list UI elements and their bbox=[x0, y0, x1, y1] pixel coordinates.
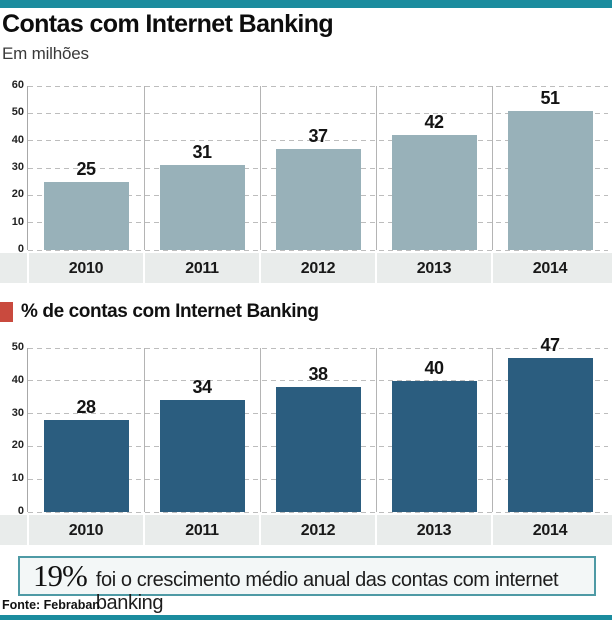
bar-value-label: 38 bbox=[308, 364, 328, 385]
section-separator bbox=[144, 348, 145, 512]
section-separator bbox=[260, 348, 261, 512]
x-axis-label: 2012 bbox=[300, 260, 336, 277]
bar-value-label: 40 bbox=[424, 357, 444, 378]
y-axis-tick-label: 30 bbox=[11, 406, 24, 419]
y-axis-tick-label: 50 bbox=[11, 106, 24, 119]
bottom-accent-bar bbox=[0, 615, 612, 620]
x-axis-label: 2013 bbox=[416, 260, 452, 277]
accounts-millions-bar-chart: 0 10 20 30 40 50 60 25 2010 31 2011 37 2012 42 2013 51 2… bbox=[0, 79, 612, 286]
percent-chart-title: % de contas com Internet Banking bbox=[21, 301, 319, 322]
y-axis-tick-label: 0 bbox=[17, 505, 24, 517]
band-separator bbox=[143, 515, 145, 545]
x-axis-label: 2011 bbox=[185, 522, 219, 539]
y-axis-tick-label: 30 bbox=[11, 161, 24, 173]
band-separator bbox=[27, 253, 29, 283]
band-separator bbox=[259, 253, 261, 283]
gridline bbox=[28, 140, 608, 142]
gridline bbox=[28, 347, 608, 349]
page-title: Contas com Internet Banking bbox=[2, 10, 334, 38]
growth-callout-box: 19% foi o crescimento médio anual das co… bbox=[18, 556, 596, 614]
x-axis-label: 2010 bbox=[68, 260, 104, 277]
band-separator bbox=[259, 515, 261, 545]
band-separator bbox=[27, 515, 29, 545]
x-axis-label: 2010 bbox=[68, 522, 104, 539]
bar bbox=[507, 357, 593, 512]
source-note: Fonte: Febraban bbox=[2, 598, 100, 612]
band-separator bbox=[375, 253, 377, 283]
section-separator bbox=[492, 86, 493, 250]
section-separator bbox=[376, 348, 377, 512]
bar-value-label: 37 bbox=[308, 125, 328, 146]
chart-units-subtitle: Em milhões bbox=[2, 44, 89, 63]
y-axis-tick-label: 10 bbox=[11, 472, 24, 485]
bar bbox=[391, 135, 477, 250]
accounts-percent-bar-chart: 0 10 20 30 40 50 28 2010 34 2011 38 2012 40 2013 47 201… bbox=[0, 335, 612, 548]
bar bbox=[159, 400, 245, 512]
x-axis-label: 2012 bbox=[300, 522, 336, 539]
bar-value-label: 42 bbox=[424, 112, 444, 133]
gridline bbox=[28, 112, 608, 114]
growth-stat-description: foi o crescimento médio anual das contas… bbox=[95, 569, 559, 614]
bar bbox=[391, 380, 477, 512]
bar bbox=[159, 165, 245, 250]
y-axis-line bbox=[27, 86, 28, 250]
gridline bbox=[28, 249, 608, 251]
band-separator bbox=[143, 253, 145, 283]
band-separator bbox=[375, 515, 377, 545]
x-axis-label: 2014 bbox=[532, 260, 568, 277]
bar-value-label: 31 bbox=[192, 142, 212, 163]
legend-red-swatch bbox=[0, 302, 13, 322]
bar bbox=[43, 420, 129, 512]
y-axis-tick-label: 10 bbox=[11, 215, 24, 228]
x-axis-label: 2014 bbox=[532, 522, 568, 539]
y-axis-tick-label: 60 bbox=[11, 79, 24, 91]
y-axis-tick-label: 0 bbox=[17, 243, 24, 255]
gridline bbox=[28, 511, 608, 513]
bar bbox=[43, 181, 129, 250]
y-axis-tick-label: 50 bbox=[11, 341, 24, 353]
band-separator bbox=[491, 515, 493, 545]
band-separator bbox=[491, 253, 493, 283]
bar-value-label: 25 bbox=[76, 158, 96, 179]
section-separator bbox=[144, 86, 145, 250]
bar-value-label: 51 bbox=[540, 87, 560, 108]
top-accent-bar bbox=[0, 0, 612, 8]
bar-value-label: 28 bbox=[76, 397, 96, 418]
growth-stat: 19% bbox=[33, 558, 88, 593]
x-axis-band bbox=[0, 515, 612, 545]
bar bbox=[507, 110, 593, 250]
bar-value-label: 47 bbox=[540, 334, 560, 355]
x-axis-label: 2013 bbox=[416, 522, 452, 539]
gridline bbox=[28, 380, 608, 382]
y-axis-tick-label: 40 bbox=[11, 373, 24, 386]
bar-value-label: 34 bbox=[192, 377, 212, 398]
x-axis-label: 2011 bbox=[185, 260, 219, 277]
section-separator bbox=[492, 348, 493, 512]
y-axis-line bbox=[27, 348, 28, 512]
gridline bbox=[28, 85, 608, 87]
section-separator bbox=[260, 86, 261, 250]
section-separator bbox=[376, 86, 377, 250]
y-axis-tick-label: 20 bbox=[11, 188, 24, 201]
x-axis-band bbox=[0, 253, 612, 283]
y-axis-tick-label: 20 bbox=[11, 439, 24, 452]
bar bbox=[275, 387, 361, 512]
bar bbox=[275, 148, 361, 250]
y-axis-tick-label: 40 bbox=[11, 133, 24, 146]
